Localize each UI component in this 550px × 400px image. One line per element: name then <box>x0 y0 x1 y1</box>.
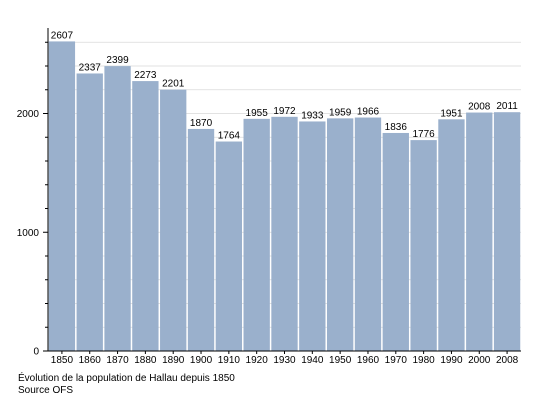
data-labels: 2607 2337 2399 2273 2201 1870 1764 1955 1972 1933… <box>51 30 518 141</box>
data-label-1920: 1955 <box>246 108 269 119</box>
x-tick-label-1950: 1950 <box>329 355 352 366</box>
bar-1980 <box>410 140 437 351</box>
x-tick-label-1990: 1990 <box>440 355 463 366</box>
bar-1960 <box>354 117 382 351</box>
data-label-1890: 2201 <box>162 79 185 90</box>
data-label-1990: 1951 <box>440 108 463 119</box>
x-tick-labels: 1850 1860 1870 1880 1890 1900 1910 1920 1930 1940… <box>51 355 519 366</box>
x-tick-label-1970: 1970 <box>385 355 408 366</box>
bar-2008 <box>493 112 521 351</box>
x-tick-label-1900: 1900 <box>190 355 213 366</box>
bar-1860 <box>76 73 103 351</box>
data-label-2000: 2008 <box>468 102 491 113</box>
x-tick-label-1870: 1870 <box>106 355 129 366</box>
bar-1890 <box>160 89 187 351</box>
data-label-1900: 1870 <box>190 118 213 129</box>
data-label-1960: 1966 <box>357 107 380 118</box>
bar-1990 <box>438 119 465 351</box>
bar-1950 <box>326 118 354 352</box>
x-tick-label-1910: 1910 <box>218 355 241 366</box>
chart-source: Source OFS <box>18 385 74 396</box>
x-tick-label-1860: 1860 <box>79 355 102 366</box>
x-tick-label-2008: 2008 <box>496 355 519 366</box>
data-label-1940: 1933 <box>301 110 324 121</box>
bar-1850 <box>48 41 76 351</box>
data-label-2008: 2011 <box>496 101 518 112</box>
x-tick-label-1940: 1940 <box>301 355 324 366</box>
bar-1910 <box>215 141 243 351</box>
bar-1870 <box>104 66 131 352</box>
data-label-1880: 2273 <box>134 70 157 81</box>
data-label-1950: 1959 <box>329 107 352 118</box>
data-label-1910: 1764 <box>218 131 241 142</box>
y-tick-labels: 0 1000 2000 <box>17 109 40 358</box>
data-label-1980: 1776 <box>412 129 435 140</box>
x-tick-label-2000: 2000 <box>468 355 491 366</box>
bar-2000 <box>466 112 493 351</box>
bars <box>48 41 521 352</box>
x-tick-label-1930: 1930 <box>273 355 296 366</box>
chart-caption: Évolution de la population de Hallau dep… <box>18 373 235 384</box>
x-tick-label-1920: 1920 <box>246 355 269 366</box>
x-tick-label-1880: 1880 <box>134 355 157 366</box>
y-tick-label-2000: 2000 <box>17 109 40 120</box>
y-tick-label-0: 0 <box>33 347 39 358</box>
bar-1900 <box>187 128 215 351</box>
data-label-1850: 2607 <box>51 30 74 41</box>
axes <box>43 28 521 354</box>
bar-1970 <box>382 132 409 351</box>
data-label-1970: 1836 <box>385 122 408 133</box>
bar-1880 <box>132 81 159 352</box>
bar-1930 <box>271 116 298 351</box>
data-label-1870: 2399 <box>106 55 129 66</box>
x-tick-label-1960: 1960 <box>357 355 380 366</box>
x-tick-label-1980: 1980 <box>412 355 435 366</box>
data-label-1860: 2337 <box>79 62 102 73</box>
bar-1940 <box>299 121 326 351</box>
bar-1920 <box>243 118 270 351</box>
data-label-1930: 1972 <box>273 106 296 117</box>
x-tick-label-1890: 1890 <box>162 355 185 366</box>
x-tick-label-1850: 1850 <box>51 355 74 366</box>
y-tick-label-1000: 1000 <box>17 228 40 239</box>
